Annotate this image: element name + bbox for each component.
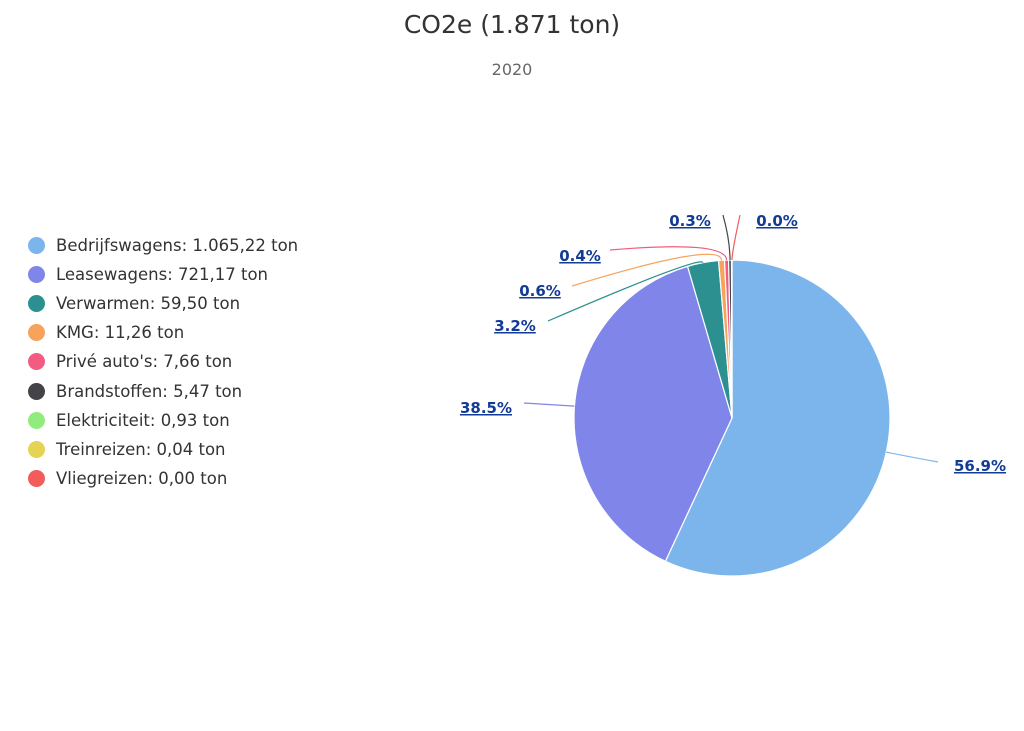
legend: Bedrijfswagens: 1.065,22 ton Leasewagens… xyxy=(28,231,298,493)
legend-marker xyxy=(28,237,45,255)
data-label-leasewagens[interactable]: 38.5% xyxy=(460,399,512,417)
legend-marker xyxy=(28,382,45,400)
legend-item-vliegreizen[interactable]: Vliegreizen: 0,00 ton xyxy=(28,464,298,493)
legend-label: Elektriciteit: 0,93 ton xyxy=(56,410,230,430)
legend-item-elektriciteit[interactable]: Elektriciteit: 0,93 ton xyxy=(28,406,298,435)
legend-label: Leasewagens: 721,17 ton xyxy=(56,265,269,285)
legend-item-bedrijfswagens[interactable]: Bedrijfswagens: 1.065,22 ton xyxy=(28,231,298,260)
data-label-vliegreizen[interactable]: 0.0% xyxy=(756,212,798,230)
chart-title: CO2e (1.871 ton) xyxy=(403,10,621,39)
legend-item-brandstoffen[interactable]: Brandstoffen: 5,47 ton xyxy=(28,376,298,405)
legend-marker xyxy=(28,295,45,313)
legend-marker xyxy=(28,353,45,371)
legend-item-leasewagens[interactable]: Leasewagens: 721,17 ton xyxy=(28,260,298,289)
chart-subtitle: 2020 xyxy=(491,60,533,79)
legend-marker xyxy=(28,411,45,429)
legend-item-prive-autos[interactable]: Privé auto's: 7,66 ton xyxy=(28,347,298,376)
data-label-kmg[interactable]: 0.6% xyxy=(519,282,561,300)
data-label-connector-priv-auto-s xyxy=(609,246,728,261)
legend-item-treinreizen[interactable]: Treinreizen: 0,04 ton xyxy=(28,435,298,464)
legend-marker xyxy=(28,266,45,284)
legend-label: Brandstoffen: 5,47 ton xyxy=(56,381,243,401)
legend-marker xyxy=(28,440,45,458)
data-label-connector-verwarmen xyxy=(547,261,704,322)
data-label-priv-auto-s[interactable]: 0.4% xyxy=(559,247,601,265)
legend-marker xyxy=(28,469,45,487)
legend-label: Verwarmen: 59,50 ton xyxy=(56,294,241,314)
data-label-connector-leasewagens xyxy=(523,402,575,407)
data-label-connector-bedrijfswagens xyxy=(886,451,939,463)
legend-label: KMG: 11,26 ton xyxy=(56,323,185,343)
data-label-bedrijfswagens[interactable]: 56.9% xyxy=(954,457,1006,475)
legend-label: Privé auto's: 7,66 ton xyxy=(56,352,233,372)
pie-slice-leasewagens[interactable] xyxy=(573,265,733,562)
legend-item-verwarmen[interactable]: Verwarmen: 59,50 ton xyxy=(28,289,298,318)
legend-label: Bedrijfswagens: 1.065,22 ton xyxy=(56,236,299,256)
legend-marker xyxy=(28,324,45,342)
pie-slice-bedrijfswagens[interactable] xyxy=(664,259,891,577)
legend-item-kmg[interactable]: KMG: 11,26 ton xyxy=(28,318,298,347)
data-label-brandstoffen[interactable]: 0.3% xyxy=(669,212,711,230)
legend-label: Vliegreizen: 0,00 ton xyxy=(56,468,228,488)
data-label-connector-kmg xyxy=(571,253,723,287)
data-label-verwarmen[interactable]: 3.2% xyxy=(494,317,536,335)
legend-label: Treinreizen: 0,04 ton xyxy=(56,439,226,459)
data-label-connector-vliegreizen xyxy=(731,214,741,261)
data-label-connector-brandstoffen xyxy=(722,214,731,261)
